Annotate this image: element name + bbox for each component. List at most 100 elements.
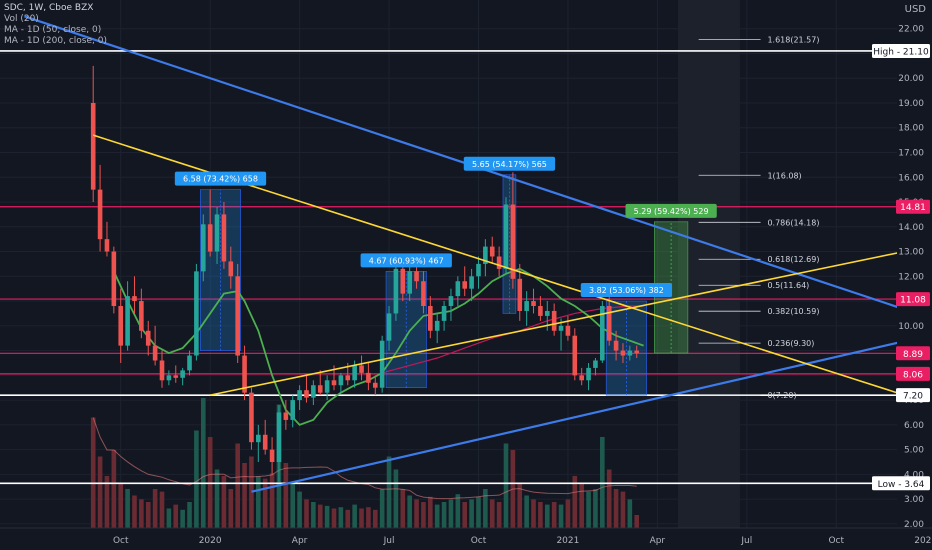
candle-body <box>586 367 591 381</box>
candle-body <box>366 372 371 383</box>
volume-bar <box>194 430 199 528</box>
time-tick-label: Apr <box>292 536 308 546</box>
candle-body <box>125 296 130 346</box>
fib-label: 1.618(21.57) <box>767 35 819 44</box>
volume-bar <box>317 504 323 528</box>
candle-body <box>448 296 454 307</box>
candle-body <box>517 278 523 311</box>
time-tick-label: 2021 <box>556 536 579 546</box>
candle-body <box>214 214 220 252</box>
forecast-shade <box>678 0 740 528</box>
volume-bar <box>118 482 124 528</box>
time-tick-label: Apr <box>650 536 666 546</box>
volume-bar <box>483 489 488 528</box>
fib-label: 1(16.08) <box>767 171 801 180</box>
measure-label: 5.29 (59.42%) 529 <box>634 207 709 216</box>
volume-bar <box>97 456 103 528</box>
volume-bar <box>228 489 234 528</box>
volume-bar <box>304 499 309 528</box>
time-axis[interactable]: Oct2020AprJulOct2021AprJulOct2022Apr <box>0 527 932 550</box>
candle-body <box>297 390 302 401</box>
candle-body <box>262 434 268 450</box>
candle-body <box>200 224 206 272</box>
volume-indicator-label[interactable]: Vol (20) <box>4 14 39 24</box>
candle-body <box>496 256 502 269</box>
measure-label-bg <box>625 203 717 218</box>
price-tick-label: 18.00 <box>898 124 924 134</box>
price-tick-label: 14.00 <box>898 223 924 233</box>
trendline-blue <box>251 333 932 493</box>
measure-label-bg <box>580 283 673 298</box>
volume-bar <box>606 469 612 528</box>
volume-bar <box>187 502 192 528</box>
volume-bar <box>249 456 254 528</box>
volume-bar <box>359 508 364 528</box>
price-badge-label: 8.06 <box>903 370 923 380</box>
time-tick-label: Jul <box>383 536 395 546</box>
price-badge-label: Low - 3.64 <box>878 480 925 490</box>
volume-bar <box>476 496 481 528</box>
volume-bar <box>180 509 185 528</box>
candle-body <box>331 380 337 386</box>
candle-body <box>400 268 406 294</box>
measure-labels: 6.58 (73.42%) 658 4.67 (60.93%) 467 5.65 (… <box>174 156 717 298</box>
candle-body <box>579 375 584 381</box>
volume-bar <box>338 507 344 528</box>
candle-body <box>180 370 185 378</box>
candle-body <box>565 325 571 336</box>
volume-bar <box>352 504 357 528</box>
ma200-indicator-label[interactable]: MA - 1D (200, close, 0) <box>4 36 107 46</box>
candle-body <box>97 189 103 240</box>
candle-body <box>311 385 316 398</box>
candle-body <box>455 281 461 297</box>
volume-bar <box>441 502 447 528</box>
candle-body <box>221 214 227 262</box>
volume-bar <box>262 478 268 528</box>
price-badge-label: 11.08 <box>900 296 926 306</box>
candle-body <box>235 276 240 356</box>
candle-body <box>242 355 247 393</box>
time-tick-label: Oct <box>828 536 844 546</box>
candle-body <box>207 224 213 252</box>
volume-bar <box>634 515 640 528</box>
volume-bar <box>111 450 117 528</box>
symbol-line[interactable]: SDC, 1W, Cboe BZX <box>4 3 94 13</box>
fib-label: 0.618(12.69) <box>767 255 819 264</box>
candle-body <box>558 325 564 331</box>
volume-bar <box>428 496 433 528</box>
volume-bar <box>489 499 495 528</box>
price-tick-label: 2.00 <box>904 520 924 530</box>
volume-bar <box>221 476 227 528</box>
fib-label: 0.786(14.18) <box>767 218 819 227</box>
volume-bar <box>90 417 96 528</box>
candle-body <box>469 276 474 289</box>
price-badge-label: 8.89 <box>903 350 923 360</box>
volume-bar <box>627 499 633 528</box>
volume-bar <box>462 502 468 528</box>
price-tick-label: 10.00 <box>898 322 924 332</box>
candle-body <box>152 345 158 361</box>
volume-bar <box>345 509 351 528</box>
candle-body <box>572 335 578 376</box>
candle-body <box>283 412 289 420</box>
fib-label: 0.236(9.30) <box>767 339 814 348</box>
volume-bar <box>565 499 571 528</box>
volume-bar <box>256 476 261 528</box>
time-tick-label: Oct <box>471 536 487 546</box>
candle-body <box>379 340 385 388</box>
time-tick-label: 2020 <box>199 536 222 546</box>
price-badge-label: 14.81 <box>900 203 926 213</box>
ma50-indicator-label[interactable]: MA - 1D (50, close, 0) <box>4 25 102 35</box>
volume-bar <box>200 398 206 528</box>
price-badge <box>896 346 930 361</box>
volume-bar <box>311 502 316 528</box>
measure-label: 4.67 (60.93%) 467 <box>369 256 444 265</box>
candle-body <box>407 271 412 294</box>
price-axis[interactable]: 2.003.004.005.006.007.008.009.0010.0011.… <box>897 0 932 550</box>
price-tick-label: 4.00 <box>904 470 924 480</box>
fib-label: 0(7.20) <box>767 391 796 400</box>
candle-body <box>104 239 110 252</box>
volume-bar <box>503 443 509 528</box>
volume-bar <box>214 469 220 528</box>
